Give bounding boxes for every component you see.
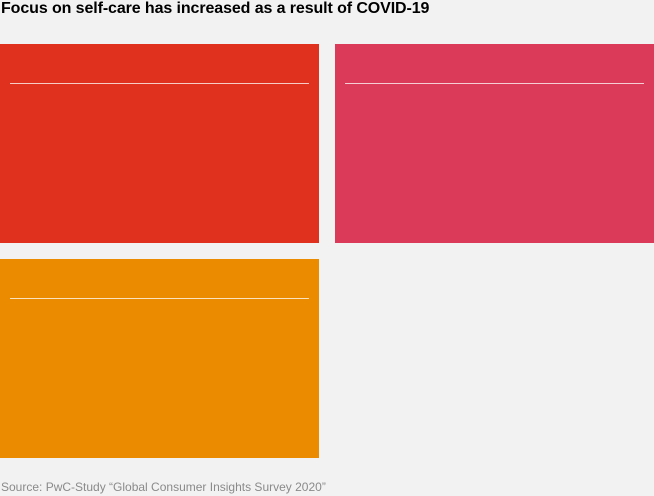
rose-panel: [335, 44, 654, 243]
red-panel: [0, 44, 319, 243]
divider: [345, 83, 644, 84]
divider: [10, 83, 309, 84]
source-note: Source: PwC-Study “Global Consumer Insig…: [1, 480, 326, 494]
divider: [10, 298, 309, 299]
page-title: Focus on self-care has increased as a re…: [1, 0, 430, 17]
orange-panel: [0, 259, 319, 458]
